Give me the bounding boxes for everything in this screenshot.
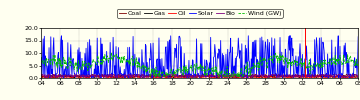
Gas: [57, 76, 61, 77]
Wind (GW): [323, 63, 327, 64]
Coal: [314, 76, 318, 77]
Bio: [282, 75, 286, 76]
Wind (GW): [39, 56, 44, 58]
Solar: [281, 65, 285, 66]
Gas: [321, 75, 325, 76]
Gas: [264, 76, 268, 78]
Bio: [314, 76, 318, 77]
Bio: [232, 75, 237, 76]
Wind (GW): [314, 67, 318, 68]
Bio: [58, 74, 62, 75]
Solar: [288, 35, 292, 36]
Oil: [264, 76, 269, 77]
Line: Bio: Bio: [41, 74, 358, 78]
Oil: [314, 76, 318, 77]
Bio: [356, 76, 360, 78]
Coal: [282, 74, 286, 75]
Solar: [231, 74, 235, 75]
Oil: [323, 77, 327, 78]
Wind (GW): [153, 76, 158, 77]
Wind (GW): [57, 63, 61, 64]
Solar: [263, 41, 267, 42]
Coal: [39, 75, 44, 77]
Wind (GW): [356, 64, 360, 65]
Solar: [39, 58, 44, 59]
Bio: [127, 74, 131, 75]
Legend: Coal, Gas, Oil, Solar, Bio, Wind (GW): Coal, Gas, Oil, Solar, Bio, Wind (GW): [117, 9, 283, 18]
Gas: [231, 77, 235, 78]
Coal: [232, 75, 237, 76]
Bio: [43, 77, 48, 78]
Solar: [314, 53, 318, 54]
Line: Coal: Coal: [41, 74, 358, 77]
Gas: [356, 75, 360, 76]
Oil: [282, 77, 286, 78]
Oil: [231, 77, 236, 78]
Oil: [356, 75, 360, 77]
Wind (GW): [109, 52, 113, 53]
Line: Gas: Gas: [41, 76, 358, 78]
Coal: [356, 76, 360, 77]
Gas: [323, 76, 327, 77]
Bio: [39, 74, 44, 75]
Oil: [57, 75, 61, 77]
Line: Wind (GW): Wind (GW): [41, 53, 358, 77]
Oil: [250, 75, 255, 77]
Gas: [313, 75, 318, 76]
Oil: [167, 77, 172, 78]
Coal: [58, 75, 62, 77]
Coal: [40, 77, 45, 78]
Coal: [323, 75, 327, 76]
Bio: [323, 76, 327, 78]
Wind (GW): [282, 61, 286, 62]
Solar: [356, 36, 360, 37]
Coal: [103, 74, 108, 75]
Line: Oil: Oil: [41, 76, 358, 78]
Line: Solar: Solar: [41, 36, 358, 78]
Coal: [264, 76, 269, 77]
Solar: [323, 66, 327, 67]
Solar: [280, 77, 284, 79]
Bio: [264, 75, 269, 76]
Wind (GW): [264, 62, 269, 63]
Gas: [39, 76, 44, 77]
Gas: [248, 77, 253, 78]
Gas: [281, 77, 285, 78]
Solar: [57, 66, 61, 68]
Wind (GW): [232, 72, 237, 73]
Oil: [39, 76, 44, 77]
